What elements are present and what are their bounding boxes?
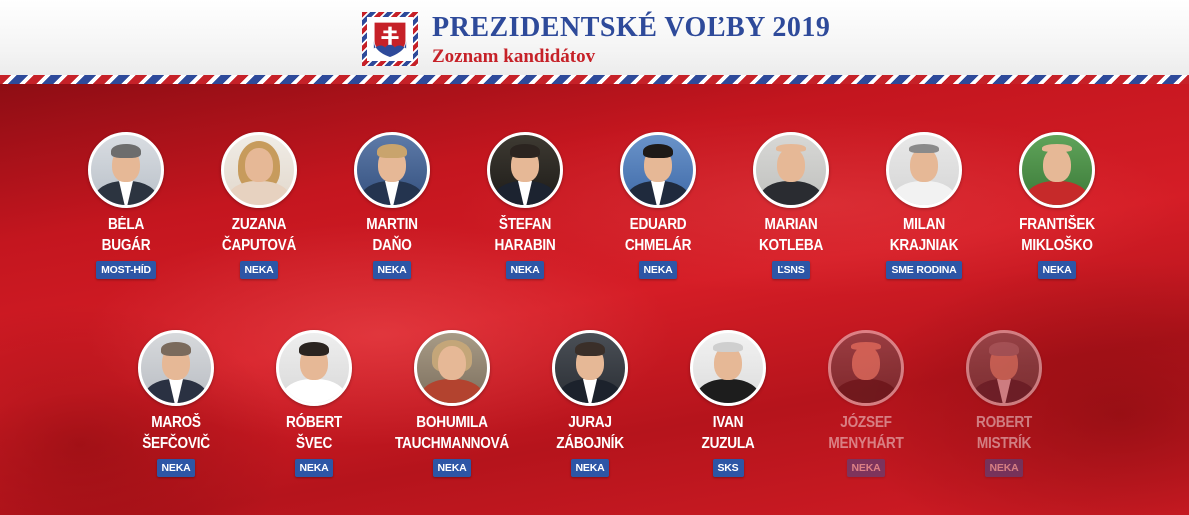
shield-icon (373, 21, 407, 58)
candidate-photo (88, 132, 164, 208)
candidate-photo (414, 330, 490, 406)
candidate-name: BÉLA BUGÁR (101, 216, 151, 254)
party-badge: NEKA (505, 261, 545, 279)
candidate-card[interactable]: JURAJ ZÁBOJNÍK NEKA (520, 330, 660, 477)
candidate-card[interactable]: MAROŠ ŠEFČOVIČ NEKA (106, 330, 246, 477)
candidate-photo (966, 330, 1042, 406)
candidates-grid: BÉLA BUGÁR MOST-HÍD ZUZANA ČAPUTOVÁ NEKA M… (0, 84, 1189, 515)
party-badge: SKS (712, 459, 744, 477)
tricolor-border (0, 75, 1189, 84)
page-subtitle: Zoznam kandidátov (432, 46, 596, 67)
page-title: PREZIDENTSKÉ VOĽBY 2019 (432, 12, 831, 43)
party-badge: SME RODINA (886, 261, 962, 279)
candidate-card[interactable]: BOHUMILA TAUCHMANNOVÁ NEKA (382, 330, 522, 477)
candidate-name: MILAN KRAJNIAK (889, 216, 959, 254)
candidate-card[interactable]: MILAN KRAJNIAK SME RODINA (854, 132, 994, 279)
candidate-photo (1019, 132, 1095, 208)
party-badge: NEKA (846, 459, 886, 477)
candidate-name: JURAJ ZÁBOJNÍK (556, 414, 624, 452)
candidate-photo (753, 132, 829, 208)
party-badge: NEKA (984, 459, 1024, 477)
party-badge: NEKA (1037, 261, 1077, 279)
candidate-name: MARTIN DAŇO (366, 216, 418, 254)
candidate-name: RÓBERT ŠVEC (285, 414, 343, 452)
candidate-photo (886, 132, 962, 208)
candidate-name: MARIAN KOTLEBA (758, 216, 824, 254)
candidate-card[interactable]: IVAN ZUZULA SKS (658, 330, 798, 477)
page-header: PREZIDENTSKÉ VOĽBY 2019 Zoznam kandidáto… (0, 0, 1189, 84)
candidate-card[interactable]: EDUARD CHMELÁR NEKA (588, 132, 728, 279)
party-badge: NEKA (570, 459, 610, 477)
party-badge: NEKA (239, 261, 279, 279)
candidate-name: MAROŠ ŠEFČOVIČ (142, 414, 210, 452)
candidate-name: ŠTEFAN HARABIN (494, 216, 556, 254)
candidate-name: IVAN ZUZULA (701, 414, 755, 452)
candidate-name: ZUZANA ČAPUTOVÁ (221, 216, 297, 254)
candidate-card[interactable]: FRANTIŠEK MIKLOŠKO NEKA (987, 132, 1127, 279)
candidate-name: BOHUMILA TAUCHMANNOVÁ (394, 414, 510, 452)
candidate-card[interactable]: ZUZANA ČAPUTOVÁ NEKA (189, 132, 329, 279)
candidate-photo (138, 330, 214, 406)
candidate-photo (828, 330, 904, 406)
candidate-photo (690, 330, 766, 406)
candidate-photo (620, 132, 696, 208)
party-badge: NEKA (156, 459, 196, 477)
candidate-card[interactable]: BÉLA BUGÁR MOST-HÍD (56, 132, 196, 279)
candidate-card-withdrawn[interactable]: ROBERT MISTRÍK NEKA (934, 330, 1074, 477)
candidate-card[interactable]: MARIAN KOTLEBA ĽSNS (721, 132, 861, 279)
party-badge: NEKA (372, 261, 412, 279)
candidate-photo (354, 132, 430, 208)
candidate-card[interactable]: ŠTEFAN HARABIN NEKA (455, 132, 595, 279)
candidate-photo (552, 330, 628, 406)
party-badge: MOST-HÍD (96, 261, 156, 279)
candidate-card[interactable]: RÓBERT ŠVEC NEKA (244, 330, 384, 477)
candidate-name: JÓZSEF MENYHÁRT (828, 414, 904, 452)
candidate-name: FRANTIŠEK MIKLOŠKO (1019, 216, 1095, 254)
party-badge: NEKA (638, 261, 678, 279)
party-badge: NEKA (294, 459, 334, 477)
party-badge: ĽSNS (772, 261, 810, 279)
candidate-card[interactable]: MARTIN DAŇO NEKA (322, 132, 462, 279)
candidate-name: ROBERT MISTRÍK (975, 414, 1033, 452)
party-badge: NEKA (432, 459, 472, 477)
candidate-photo (276, 330, 352, 406)
candidate-card-withdrawn[interactable]: JÓZSEF MENYHÁRT NEKA (796, 330, 936, 477)
candidate-name: EDUARD CHMELÁR (624, 216, 692, 254)
slovak-coat-of-arms-icon (362, 12, 418, 66)
candidate-photo (487, 132, 563, 208)
candidate-photo (221, 132, 297, 208)
